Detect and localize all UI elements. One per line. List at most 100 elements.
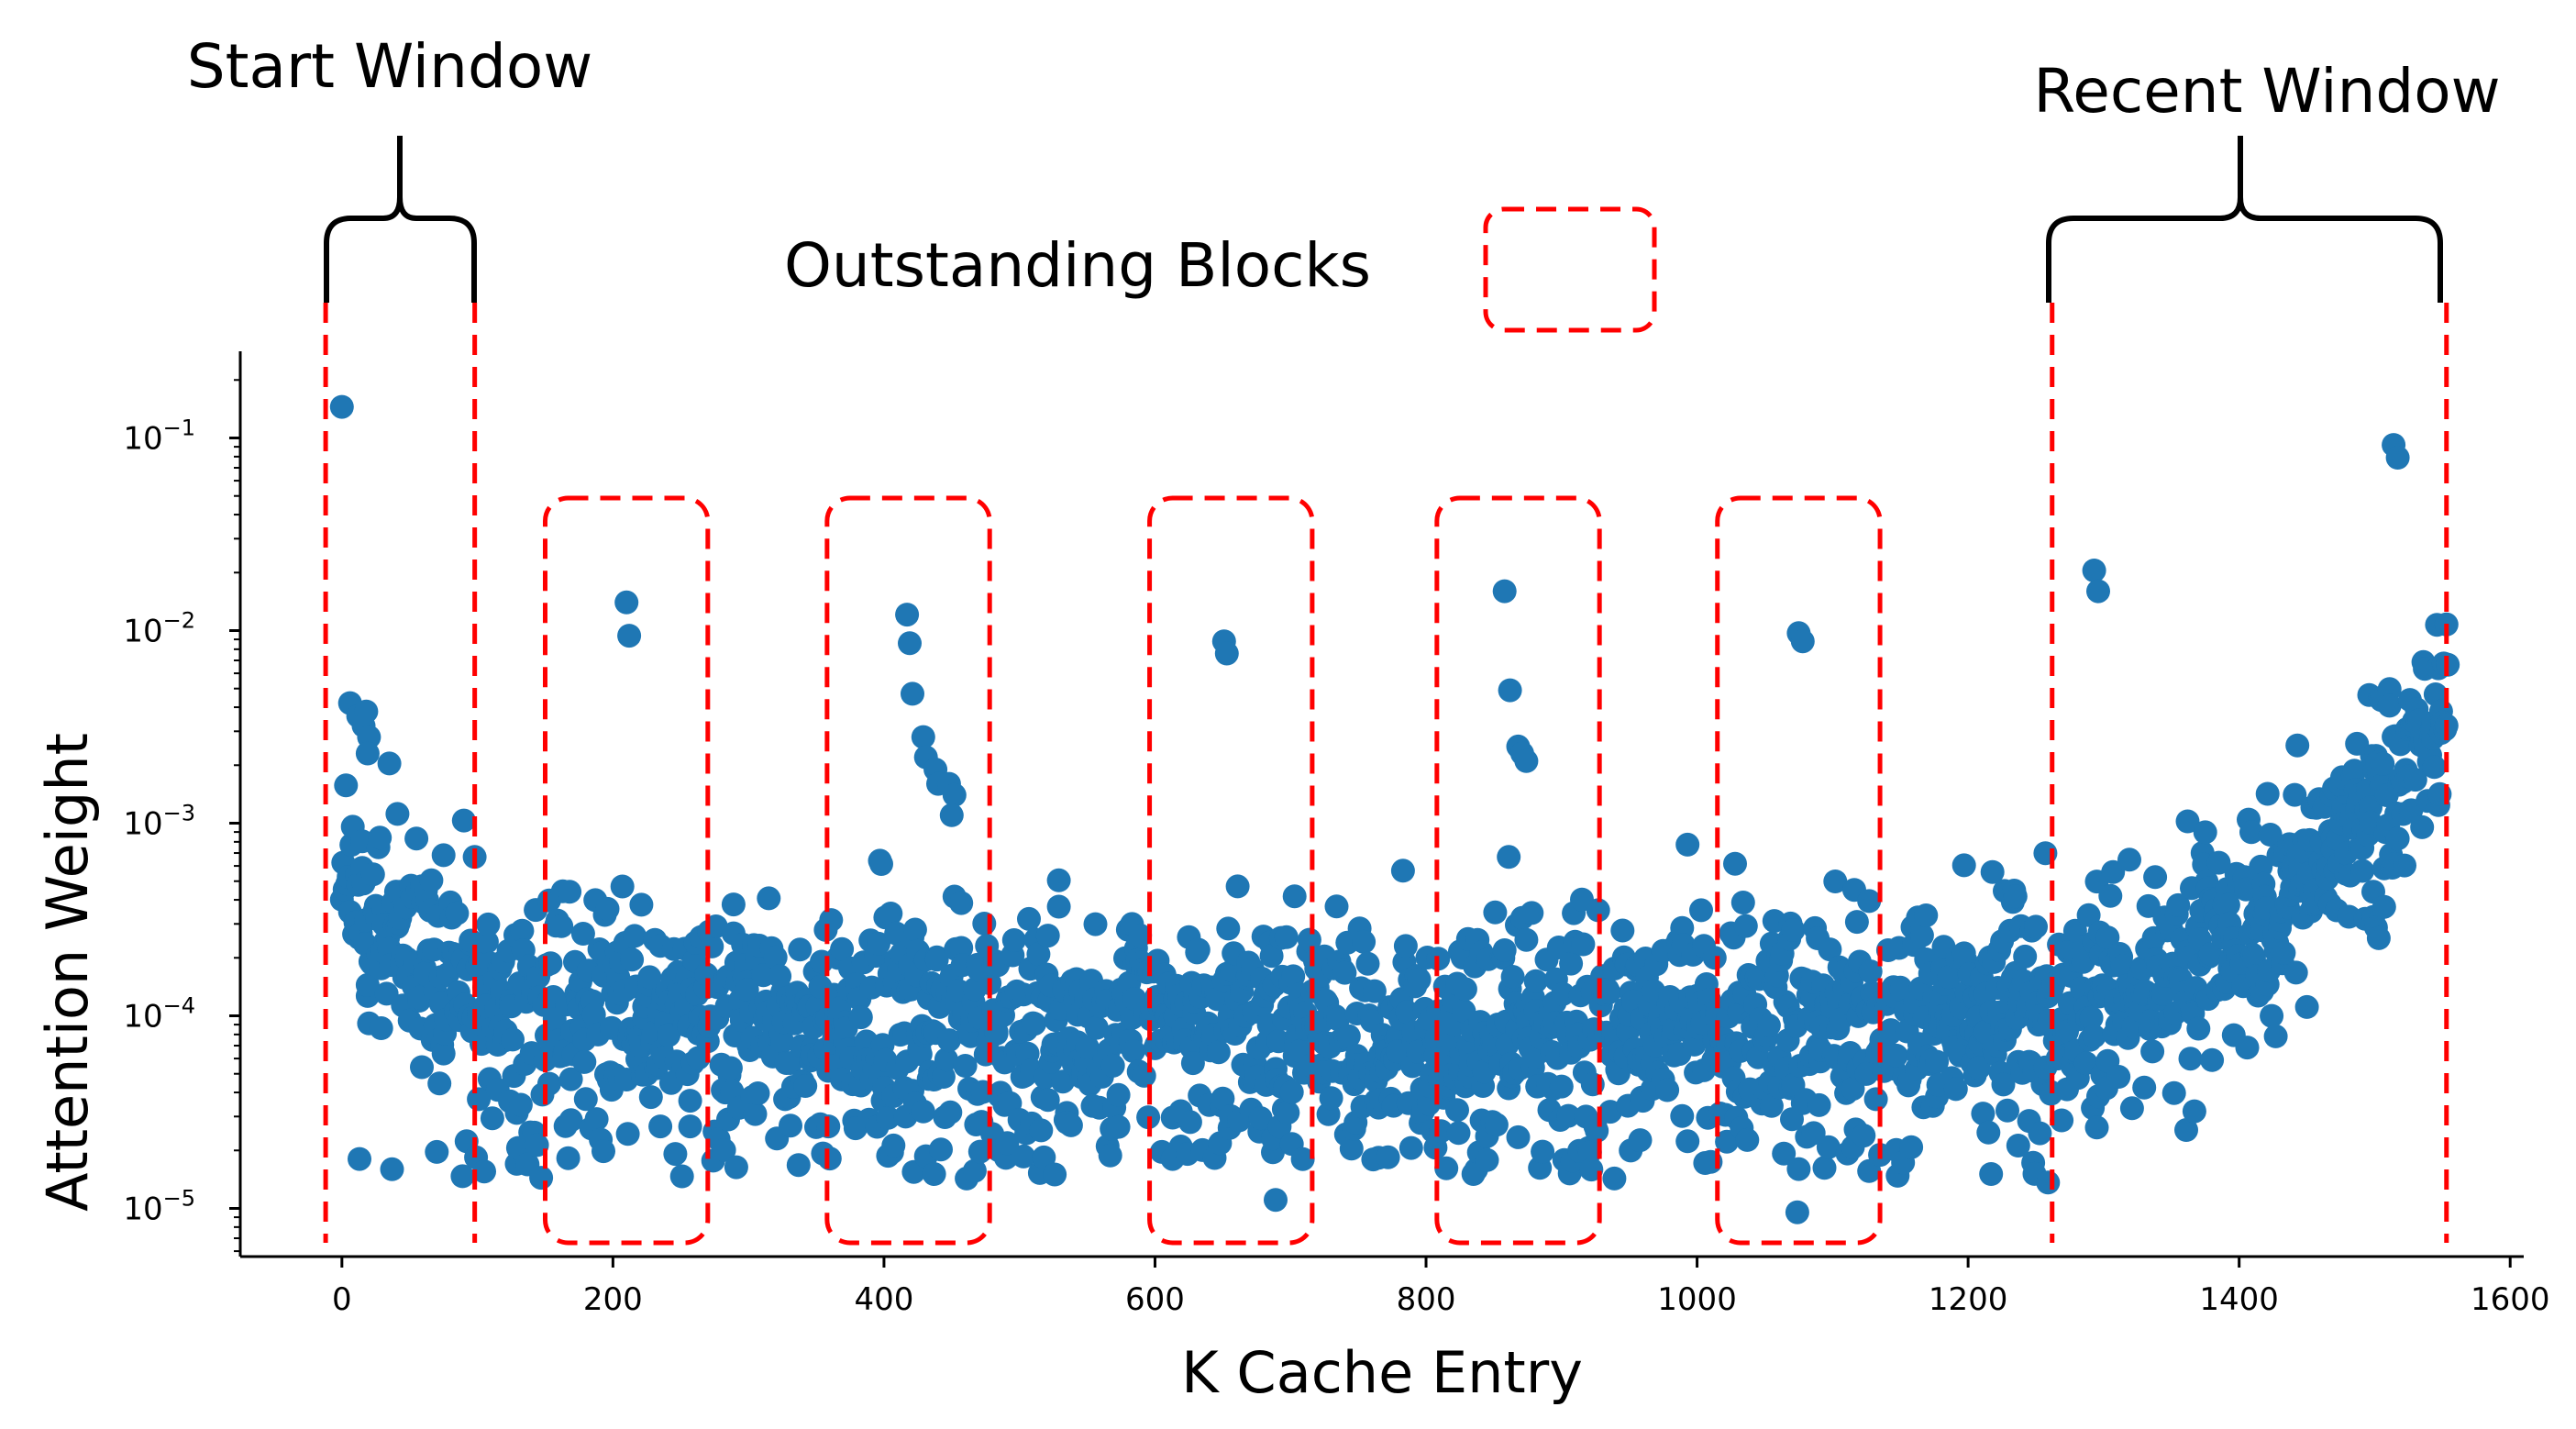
data-point (1925, 1049, 1950, 1074)
data-point (1319, 1086, 1343, 1111)
data-point (360, 862, 385, 887)
data-point (1996, 1098, 2019, 1123)
data-point (1702, 946, 1727, 970)
data-point (501, 1027, 525, 1052)
data-point (1991, 1072, 2016, 1097)
data-point (1453, 977, 1477, 1002)
data-point (1026, 942, 1051, 967)
y-tick-label: 10−5 (123, 1186, 195, 1228)
data-point (1909, 923, 1934, 947)
data-point (2003, 884, 2028, 909)
y-tick-label: 10−4 (123, 993, 195, 1036)
data-point (1128, 923, 1153, 947)
outstanding-point (2082, 559, 2106, 582)
data-point (1979, 1162, 2004, 1186)
data-point (1863, 1087, 1888, 1112)
data-point (1483, 900, 1508, 925)
data-point (2174, 1118, 2198, 1142)
data-point (410, 1055, 434, 1080)
outstanding-point (1790, 629, 1815, 654)
data-point (2422, 755, 2447, 780)
y-tick-label: 10−1 (123, 415, 195, 458)
data-point (1818, 937, 1842, 962)
data-point (1259, 944, 1284, 969)
data-point (2006, 1134, 2030, 1158)
data-point (1132, 1063, 1156, 1088)
outstanding-point (1514, 748, 1539, 773)
data-point (949, 891, 974, 915)
data-point (2377, 693, 2402, 718)
x-tick-label: 600 (1125, 1281, 1185, 1318)
data-point (2013, 944, 2038, 969)
data-point (1393, 934, 1418, 958)
data-point (924, 947, 949, 972)
data-point (1523, 969, 1548, 993)
data-point (1585, 1118, 1609, 1143)
y-axis-ticks: 10−5 10−4 10−3 10−2 10−1 (123, 379, 240, 1253)
outstanding-point (901, 681, 924, 706)
data-point (2143, 865, 2168, 890)
data-point (1807, 1092, 1831, 1117)
data-point (1211, 1086, 1235, 1111)
data-point (1571, 932, 1596, 957)
data-point (2350, 859, 2375, 883)
data-point (2028, 1121, 2052, 1146)
data-point (967, 1139, 992, 1164)
data-point (2175, 809, 2200, 834)
data-point (637, 965, 662, 990)
data-point (972, 912, 997, 936)
data-point (1326, 1007, 1350, 1032)
data-point (1206, 1040, 1231, 1065)
data-point (1816, 1135, 1841, 1159)
data-point (1098, 1143, 1122, 1168)
data-point (591, 1139, 615, 1164)
data-point (1735, 1127, 1760, 1152)
data-point (1520, 901, 1544, 925)
x-axis-ticks: 0 200 400 600 800 1000 1200 1400 1600 (332, 1257, 2549, 1318)
data-point (1610, 918, 1635, 943)
data-point (724, 1155, 748, 1180)
data-point (1966, 1056, 1991, 1080)
data-point (2235, 1036, 2260, 1060)
data-point (953, 1054, 978, 1078)
outstanding-point (939, 803, 964, 827)
data-point (869, 852, 893, 876)
data-point (1355, 951, 1380, 976)
y-tick-label: 10−2 (123, 608, 195, 650)
data-point (1282, 884, 1307, 909)
data-point (2371, 894, 2396, 919)
data-point (368, 825, 392, 850)
data-point (2283, 960, 2308, 985)
highlight-boxes (323, 303, 2449, 1246)
data-point (788, 937, 813, 962)
data-point (1971, 1102, 1996, 1126)
y-axis-label: Attention Weight (34, 733, 101, 1212)
data-point (1075, 1035, 1100, 1059)
data-point (1399, 1135, 1423, 1160)
data-point (2161, 1080, 2186, 1105)
data-point (2024, 914, 2048, 939)
data-point (1445, 1098, 1469, 1123)
data-point (1785, 1200, 1809, 1224)
data-point (2272, 940, 2296, 965)
data-point (1759, 1093, 1784, 1118)
data-point (1857, 889, 1882, 914)
data-point (2206, 850, 2231, 875)
data-point (1043, 1162, 1067, 1187)
data-point (1058, 1113, 1083, 1137)
data-point (584, 1107, 609, 1132)
outstanding-point (614, 590, 639, 615)
data-point (1655, 1078, 1680, 1102)
data-point (638, 1085, 663, 1110)
data-point (2283, 782, 2307, 807)
data-point (572, 1049, 597, 1074)
data-point (369, 1016, 393, 1040)
data-point (1035, 1088, 1060, 1113)
data-point (1484, 1113, 1509, 1137)
data-point (1121, 1039, 1145, 1063)
x-tick-label: 800 (1397, 1281, 1456, 1318)
data-point (1514, 927, 1539, 952)
data-point (1339, 1136, 1364, 1161)
data-point (1943, 1077, 1968, 1102)
